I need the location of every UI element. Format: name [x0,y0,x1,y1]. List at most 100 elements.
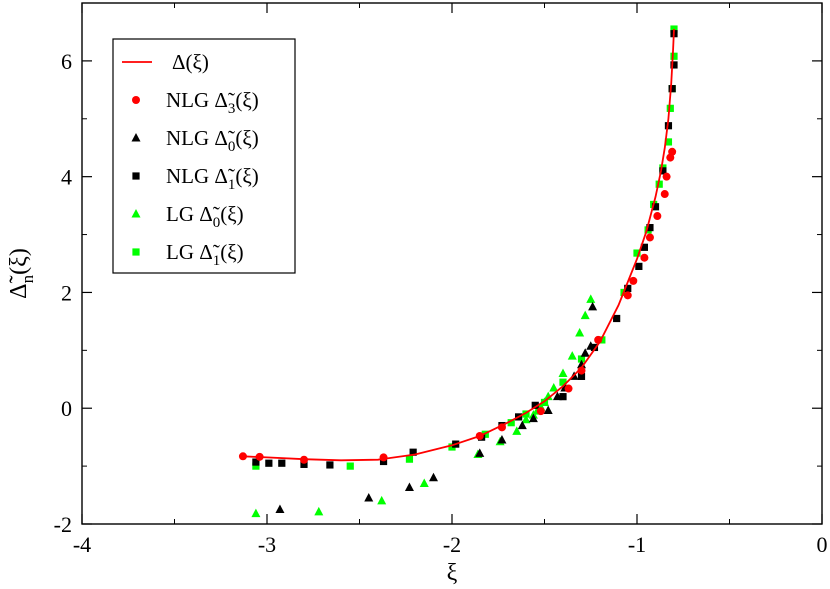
y-tick-label: 2 [61,280,72,305]
data-point [668,147,677,156]
data-point [364,492,374,502]
data-point [543,405,553,415]
legend-tail: (ξ) [235,126,258,150]
legend-swatch [131,209,141,218]
data-point [512,426,522,435]
data-point [536,407,545,416]
data-point [588,301,598,311]
data-point [624,284,632,292]
data-point [670,61,678,69]
legend-subscript: 1 [228,177,236,193]
data-point [448,443,456,451]
data-point [559,378,567,386]
data-point [252,462,260,470]
data-point [662,172,671,181]
data-point [580,348,590,357]
data-point [664,122,673,130]
data-point [549,382,559,392]
data-point [379,457,388,466]
data-point [635,262,643,270]
data-point [419,478,429,487]
legend-subscript: 0 [228,139,236,155]
x-axis-label: ξ [447,560,458,586]
data-point [531,401,539,409]
data-point [559,393,567,401]
data-point [517,420,527,430]
y-axis-subscript: n [18,274,37,283]
chart-marks [238,25,678,518]
data-point [379,453,388,462]
legend-swatch [132,172,140,180]
data-point [252,458,260,466]
data-point [670,52,678,60]
legend: Δ(ξ)NLG Δ̃3(ξ)NLG Δ̃0(ξ)NLG Δ̃1(ξ)LG Δ̃0… [112,38,296,274]
data-point [580,310,590,320]
data-point [659,167,667,175]
y-tick-label: 0 [61,396,72,421]
data-point [278,459,286,467]
data-point [655,180,663,188]
legend-box [112,38,296,274]
y-axis-label-tail: (ξ) [6,248,32,275]
legend-swatch [132,96,140,104]
data-point [521,414,531,424]
data-point [543,391,553,401]
data-point [377,495,387,505]
series-line-delta [242,28,675,462]
data-point [404,482,414,492]
data-point [623,291,632,300]
y-tick-label: -2 [54,512,72,537]
data-point [409,448,417,456]
data-point [586,294,596,303]
data-point [668,85,676,93]
data-point [575,327,585,337]
data-point [528,413,538,423]
data-point [238,452,247,461]
data-point [300,460,308,468]
data-point [552,391,562,401]
data-point [586,341,596,350]
legend-tail: (ξ) [220,202,243,226]
data-point [522,410,530,418]
x-tick-label: 0 [817,532,828,557]
data-point [645,233,654,242]
legend-tail: (ξ) [235,164,258,188]
data-point [567,351,577,360]
y-tick-label: 6 [61,49,72,74]
data-point [666,104,674,112]
data-point [577,359,586,369]
data-point [577,372,586,380]
data-point [475,448,485,457]
data-point [651,203,660,211]
legend-tail: (ξ) [220,240,243,264]
data-point [653,212,662,221]
data-point [664,138,673,146]
x-tick-label: -2 [443,532,461,557]
axis-ticks: -4 -3 -2 -1 0 -2 0 2 4 6 [54,3,828,557]
legend-subscript: 0 [213,215,221,231]
data-point [326,461,334,469]
data-point [564,384,573,393]
legend-tail: (ξ) [235,88,258,112]
legend-label: Δ(ξ) [172,50,209,74]
data-point [629,276,638,285]
data-point [346,462,354,470]
y-axis-label-text: Δ̃n(ξ) [6,248,37,299]
legend-subscript: 3 [228,101,236,117]
x-tick-label: -4 [73,532,91,557]
data-point [405,455,414,463]
data-point [275,504,285,514]
y-tick-label: 4 [61,165,72,190]
data-point [660,190,669,199]
data-point [497,435,507,444]
data-point [577,355,586,363]
data-point [646,224,654,232]
y-axis-label: Δ̃n(ξ) [6,248,37,299]
data-point [265,459,273,467]
data-point [314,506,324,516]
data-point [613,314,621,323]
data-point [590,343,599,352]
data-point [640,253,649,262]
x-tick-label: -1 [628,532,646,557]
